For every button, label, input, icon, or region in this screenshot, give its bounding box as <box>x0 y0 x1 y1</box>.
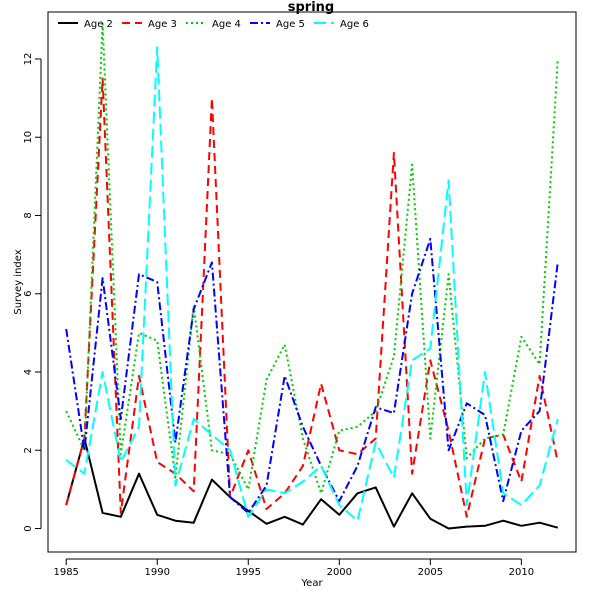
legend-item-age-6: Age 6 <box>314 19 369 30</box>
legend-item-age-4: Age 4 <box>186 19 241 30</box>
chart-title: spring <box>288 0 334 15</box>
y-axis-title: Survey index <box>13 249 24 314</box>
y-tick-label: 0 <box>23 525 34 531</box>
series-line-age-5 <box>65 238 559 514</box>
legend-label: Age 5 <box>276 19 305 30</box>
x-tick-label: 2005 <box>418 567 443 578</box>
legend-label: Age 4 <box>212 19 241 30</box>
x-tick-label: 2010 <box>509 567 534 578</box>
y-tick-label: 8 <box>23 212 34 218</box>
plot-frame <box>47 11 577 553</box>
series-line-age-3 <box>65 77 559 518</box>
series-line-age-6 <box>65 46 559 522</box>
legend-item-age-2: Age 2 <box>58 19 113 30</box>
y-tick-label: 10 <box>23 131 34 144</box>
series-line-age-2 <box>65 437 559 530</box>
y-axis: 0 2 4 6 8 10 12 <box>23 53 42 532</box>
y-tick-label: 4 <box>23 369 34 375</box>
x-tick-label: 1995 <box>236 567 261 578</box>
series-lines <box>65 22 559 530</box>
x-tick-label: 2000 <box>327 567 352 578</box>
legend-label: Age 3 <box>148 19 177 30</box>
y-tick-label: 2 <box>23 447 34 453</box>
y-tick-label: 6 <box>23 291 34 297</box>
legend-label: Age 2 <box>84 19 113 30</box>
x-axis: 1985 1990 1995 2000 2005 2010 <box>53 558 534 578</box>
x-tick-label: 1990 <box>145 567 170 578</box>
legend-label: Age 6 <box>340 19 369 30</box>
y-tick-label: 12 <box>23 53 34 66</box>
legend: Age 2 Age 3 Age 4 Age 5 Age 6 <box>58 19 369 30</box>
x-axis-title: Year <box>300 578 323 589</box>
legend-item-age-3: Age 3 <box>122 19 177 30</box>
x-tick-label: 1985 <box>53 567 78 578</box>
legend-item-age-5: Age 5 <box>250 19 305 30</box>
